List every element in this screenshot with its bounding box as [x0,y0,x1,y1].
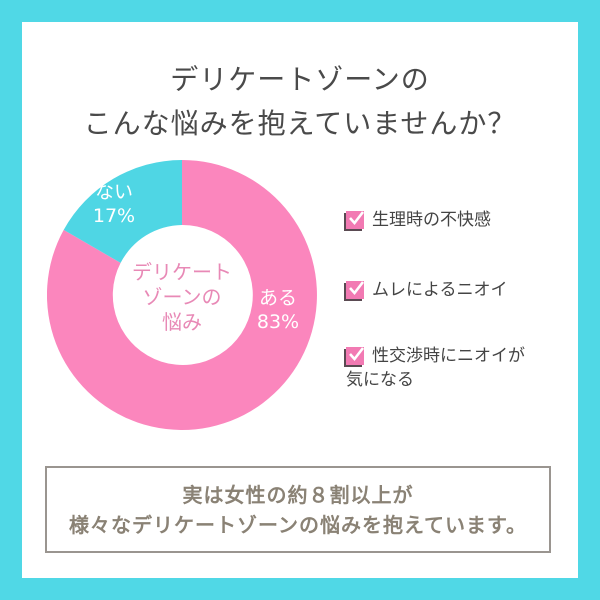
concern-item: ムレによるニオイ [346,278,508,302]
donut-center-label: デリケート ゾーンの 悩み [132,260,232,334]
checkbox-checked-icon [346,281,365,299]
donut-chart [47,160,317,430]
title-line-2: こんな悩みを抱えていませんか？ [83,107,517,140]
checkbox-checked-icon [346,347,365,365]
segment-yes [47,160,317,430]
summary-line-2: 様々なデリケートゾーンの悩みを抱えています。 [69,513,527,537]
segment-yes-label: ある 83% [256,287,300,333]
segment-no-label: ない 17% [92,181,136,227]
page-title: デリケートゾーンの こんな悩みを抱えていませんか？ [22,58,578,146]
summary-box: 実は女性の約８割以上が 様々なデリケートゾーンの悩みを抱えています。 [45,466,551,553]
segment-no [63,160,182,263]
concern-item: 性交渉時にニオイが 気になる [346,346,525,390]
concern-item: 生理時の不快感 [346,208,491,232]
content-panel: デリケートゾーンの こんな悩みを抱えていませんか？ ない 17% ある 83% … [22,22,578,578]
summary-line-1: 実は女性の約８割以上が [182,483,414,507]
title-line-1: デリケートゾーンの [170,63,430,96]
checkbox-checked-icon [346,211,365,229]
